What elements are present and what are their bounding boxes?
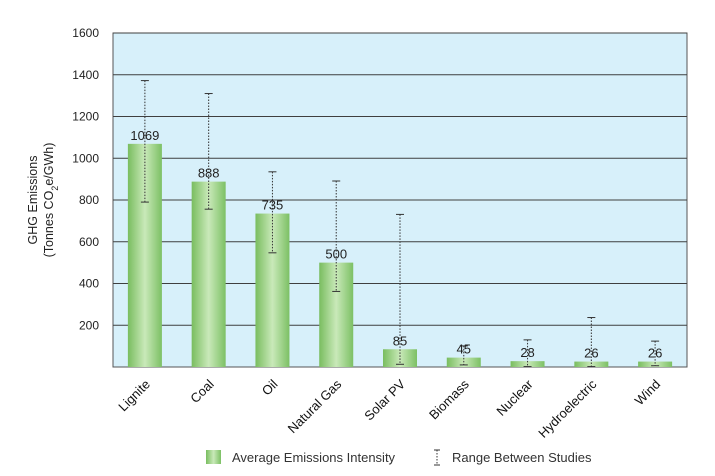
bar <box>255 213 290 367</box>
range-bar <box>651 340 660 367</box>
y-tick-label: 1200 <box>72 110 99 124</box>
data-label: 500 <box>325 247 347 262</box>
data-label: 26 <box>648 346 662 361</box>
range-bar <box>523 339 532 368</box>
legend: Average Emissions Intensity Range Betwee… <box>206 449 592 466</box>
data-label: 735 <box>262 198 284 213</box>
bar <box>574 361 609 367</box>
data-label: 26 <box>584 346 598 361</box>
y-tick-label: 1600 <box>72 26 99 40</box>
range-bar <box>459 345 468 366</box>
category-label: Solar PV <box>361 376 408 423</box>
y-tick-label: 1400 <box>72 68 99 82</box>
bar <box>383 349 417 367</box>
legend-range-icon <box>434 449 440 466</box>
data-label: 45 <box>457 342 471 357</box>
category-label: Oil <box>259 376 281 398</box>
y-tick-label: 800 <box>79 193 99 207</box>
bar <box>638 361 673 367</box>
category-label: Biomass <box>426 376 472 422</box>
legend-bar-label: Average Emissions Intensity <box>232 450 396 465</box>
y-axis-label-line1: GHG Emissions <box>26 156 40 245</box>
category-label: Natural Gas <box>285 376 345 436</box>
y-tick-label: 600 <box>79 235 99 249</box>
range-bar <box>140 80 149 203</box>
range-bar <box>268 171 277 254</box>
data-label: 85 <box>393 333 407 348</box>
y-tick-label: 200 <box>79 318 99 332</box>
range-bar <box>204 93 213 210</box>
range-bars <box>140 80 660 368</box>
y-tick-label: 400 <box>79 277 99 291</box>
legend-range-label: Range Between Studies <box>452 450 592 465</box>
range-bar <box>587 317 596 368</box>
category-label: Hydroelectric <box>535 376 600 441</box>
category-labels: Lignite Coal Oil Natural Gas Solar PV Biomass… <box>115 376 663 441</box>
range-bar <box>332 180 341 292</box>
y-axis-label-line2: (Tonnes CO2e/GWh) <box>42 143 60 258</box>
data-label: 1069 <box>130 128 159 143</box>
data-label: 28 <box>520 345 534 360</box>
y-axis-ticks: 200 400 600 800 1000 1200 1400 1600 <box>72 26 99 332</box>
data-label: 888 <box>198 166 220 181</box>
category-label: Wind <box>632 377 664 409</box>
bar <box>191 181 226 367</box>
y-tick-label: 1000 <box>72 151 99 165</box>
category-label: Lignite <box>115 377 153 415</box>
category-label: Nuclear <box>493 376 536 419</box>
category-label: Coal <box>187 376 217 406</box>
legend-bar-swatch <box>206 450 221 464</box>
range-bar <box>396 213 404 365</box>
data-labels: 1069 888 735 500 85 45 28 26 26 <box>130 128 662 361</box>
